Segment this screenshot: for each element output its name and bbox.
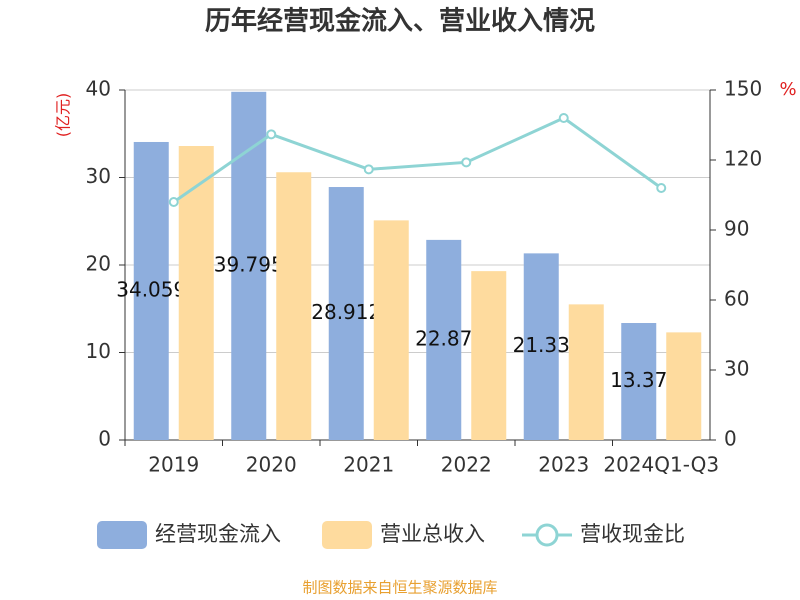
bar bbox=[666, 332, 702, 440]
y-tick-label: 40 bbox=[86, 77, 111, 101]
data-label: 28.912 bbox=[311, 300, 381, 324]
chart-title: 历年经营现金流入、营业收入情况 bbox=[205, 6, 595, 37]
line-point bbox=[168, 197, 179, 207]
y-axis-label: (亿元) bbox=[54, 93, 73, 138]
x-tick-label: 2021 bbox=[343, 453, 394, 477]
x-tick-label: 2024Q1-Q3 bbox=[603, 453, 719, 477]
data-label: 39.795 bbox=[214, 252, 284, 276]
data-label: 21.33 bbox=[513, 333, 570, 357]
y2-tick-label: 30 bbox=[724, 357, 749, 381]
bar bbox=[328, 187, 364, 440]
legend-swatch bbox=[97, 521, 147, 549]
bar bbox=[178, 146, 214, 440]
legend-label: 营业总收入 bbox=[380, 522, 485, 546]
legend-label: 营收现金比 bbox=[580, 522, 685, 546]
bar bbox=[133, 141, 169, 440]
y2-axis-label: % bbox=[779, 79, 796, 100]
legend-label: 经营现金流入 bbox=[155, 522, 281, 546]
bar bbox=[276, 172, 312, 440]
y2-tick-label: 90 bbox=[724, 217, 749, 241]
x-tick-label: 2020 bbox=[246, 453, 297, 477]
bar bbox=[568, 304, 604, 440]
data-label: 34.059 bbox=[116, 277, 186, 301]
data-label: 22.87 bbox=[415, 326, 472, 350]
bar bbox=[426, 239, 462, 440]
line-series bbox=[172, 116, 663, 204]
bar bbox=[373, 220, 409, 440]
legend-swatch bbox=[322, 521, 372, 549]
y-tick-label: 10 bbox=[86, 339, 111, 363]
y2-tick-label: 0 bbox=[724, 427, 737, 451]
line-point bbox=[266, 129, 277, 140]
y-tick-label: 0 bbox=[98, 427, 111, 451]
y2-tick-label: 150 bbox=[724, 77, 762, 101]
x-tick-label: 2023 bbox=[538, 453, 589, 477]
source-note: 制图数据来自恒生聚源数据库 bbox=[302, 579, 497, 597]
y2-tick-label: 60 bbox=[724, 287, 749, 311]
line-point bbox=[461, 157, 472, 168]
line-point bbox=[363, 164, 374, 175]
legend-swatch bbox=[535, 523, 559, 547]
bar bbox=[523, 253, 559, 440]
x-tick-label: 2022 bbox=[441, 453, 492, 477]
y-tick-label: 30 bbox=[86, 164, 111, 188]
line-point bbox=[558, 113, 569, 123]
x-tick-label: 2019 bbox=[148, 453, 199, 477]
bar bbox=[621, 323, 657, 440]
line-point bbox=[656, 183, 667, 193]
y2-tick-label: 120 bbox=[724, 147, 762, 171]
data-label: 13.37 bbox=[610, 368, 667, 392]
bar bbox=[471, 271, 507, 440]
y-tick-label: 20 bbox=[86, 252, 111, 276]
